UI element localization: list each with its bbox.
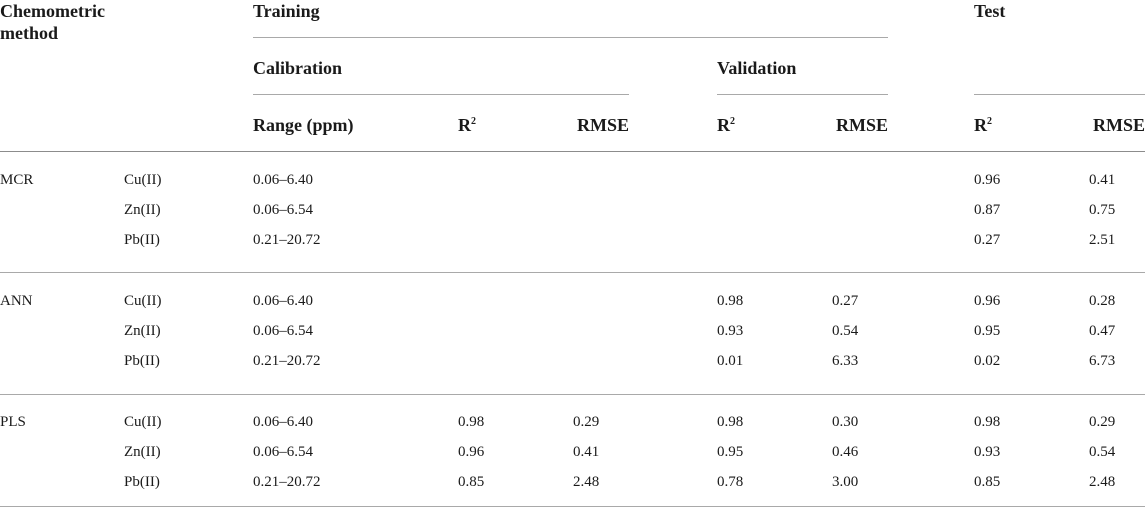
cell-test-rmse: 0.29 (1089, 414, 1116, 430)
header-cal-r2: R2 (458, 114, 476, 136)
header-validation: Validation (717, 58, 797, 78)
cell-range: 0.21–20.72 (253, 232, 321, 248)
cell-range: 0.06–6.40 (253, 414, 313, 430)
r2-sup: 2 (987, 116, 992, 127)
cell-test-rmse: 2.51 (1089, 232, 1116, 248)
cell-test-r2: 0.95 (974, 323, 1001, 339)
cell-range: 0.06–6.54 (253, 444, 313, 460)
cell-val-rmse: 3.00 (832, 474, 859, 490)
header-test: Test (974, 1, 1006, 21)
cell-test-r2: 0.98 (974, 414, 1001, 430)
calibration-rule (253, 94, 629, 95)
header-val-rmse: RMSE (835, 115, 888, 135)
cell-test-r2: 0.96 (974, 293, 1001, 309)
cell-analyte: Zn(II) (124, 444, 161, 460)
method-label: ANN (0, 293, 33, 309)
cell-range: 0.21–20.72 (253, 474, 321, 490)
cell-test-r2: 0.27 (974, 232, 1001, 248)
cell-test-rmse: 6.73 (1089, 353, 1116, 369)
cell-cal-r2: 0.98 (458, 414, 485, 430)
header-range: Range (ppm) (253, 115, 354, 135)
header-val-r2: R2 (717, 114, 735, 136)
cell-test-r2: 0.85 (974, 474, 1001, 490)
cell-val-r2: 0.01 (717, 353, 744, 369)
header-method: Chemometric method (0, 0, 130, 44)
cell-val-r2: 0.95 (717, 444, 744, 460)
cell-test-rmse: 0.47 (1089, 323, 1116, 339)
group-separator (0, 272, 1145, 273)
cell-val-rmse: 0.27 (832, 293, 859, 309)
cell-val-rmse: 6.33 (832, 353, 859, 369)
r2-base: R (717, 115, 730, 135)
cell-test-rmse: 2.48 (1089, 474, 1116, 490)
training-rule (253, 37, 888, 38)
cell-range: 0.06–6.54 (253, 323, 313, 339)
r2-base: R (458, 115, 471, 135)
cell-val-r2: 0.98 (717, 293, 744, 309)
cell-analyte: Pb(II) (124, 474, 160, 490)
cell-val-rmse: 0.46 (832, 444, 859, 460)
r2-sup: 2 (730, 116, 735, 127)
cell-test-r2: 0.02 (974, 353, 1001, 369)
cell-val-r2: 0.78 (717, 474, 744, 490)
cell-range: 0.06–6.40 (253, 293, 313, 309)
cell-analyte: Pb(II) (124, 232, 160, 248)
r2-base: R (974, 115, 987, 135)
cell-analyte: Zn(II) (124, 323, 161, 339)
cell-test-rmse: 0.75 (1089, 202, 1116, 218)
cell-val-rmse: 0.30 (832, 414, 859, 430)
cell-cal-r2: 0.85 (458, 474, 485, 490)
test-rule (974, 94, 1145, 95)
cell-cal-r2: 0.96 (458, 444, 485, 460)
r2-sup: 2 (471, 116, 476, 127)
method-label: PLS (0, 414, 26, 430)
cell-test-r2: 0.93 (974, 444, 1001, 460)
cell-val-r2: 0.98 (717, 414, 744, 430)
header-calibration: Calibration (253, 58, 343, 78)
cell-range: 0.06–6.40 (253, 172, 313, 188)
cell-analyte: Pb(II) (124, 353, 160, 369)
header-method-label: Chemometric method (0, 1, 105, 43)
header-training: Training (253, 1, 320, 21)
cell-cal-rmse: 2.48 (573, 474, 600, 490)
cell-val-r2: 0.93 (717, 323, 744, 339)
header-cal-rmse: RMSE (576, 115, 629, 135)
cell-cal-rmse: 0.41 (573, 444, 600, 460)
cell-range: 0.06–6.54 (253, 202, 313, 218)
cell-test-r2: 0.87 (974, 202, 1001, 218)
cell-cal-rmse: 0.29 (573, 414, 600, 430)
cell-test-rmse: 0.54 (1089, 444, 1116, 460)
cell-test-rmse: 0.28 (1089, 293, 1116, 309)
cell-val-rmse: 0.54 (832, 323, 859, 339)
cell-test-rmse: 0.41 (1089, 172, 1116, 188)
group-separator (0, 394, 1145, 395)
header-bottom-rule (0, 151, 1145, 152)
header-test-r2: R2 (974, 114, 992, 136)
validation-rule (717, 94, 888, 95)
cell-analyte: Zn(II) (124, 202, 161, 218)
cell-analyte: Cu(II) (124, 293, 162, 309)
cell-range: 0.21–20.72 (253, 353, 321, 369)
header-test-rmse: RMSE (1092, 115, 1145, 135)
method-label: MCR (0, 172, 34, 188)
cell-analyte: Cu(II) (124, 414, 162, 430)
cell-analyte: Cu(II) (124, 172, 162, 188)
cell-test-r2: 0.96 (974, 172, 1001, 188)
